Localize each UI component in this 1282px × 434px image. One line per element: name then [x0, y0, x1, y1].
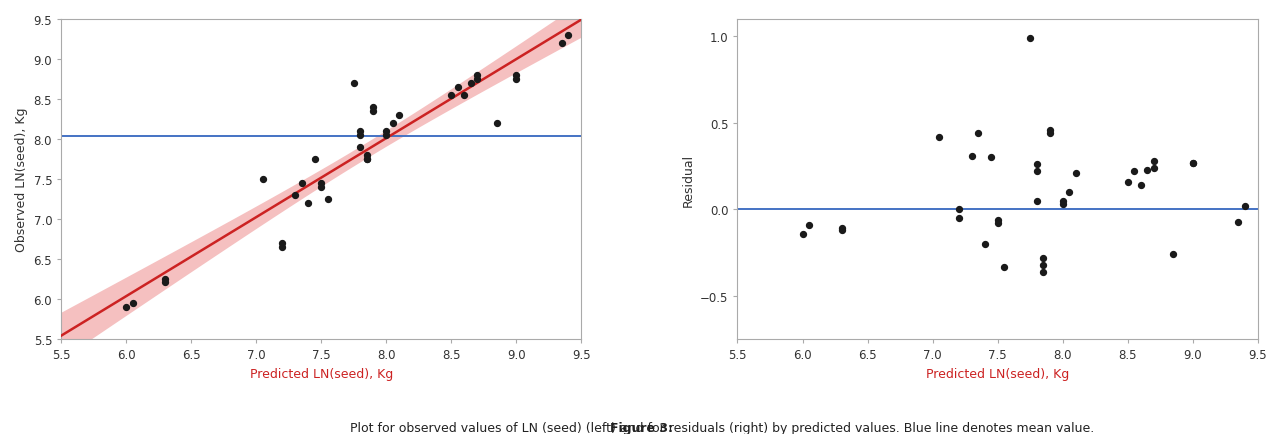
Point	[1020, 36, 1041, 43]
Point	[1033, 255, 1054, 262]
Point	[297, 200, 318, 207]
Point	[506, 76, 527, 83]
Point	[792, 230, 813, 237]
Point	[1033, 262, 1054, 269]
Point	[558, 33, 578, 39]
Point	[291, 180, 312, 187]
Point	[350, 132, 370, 139]
Point	[1118, 179, 1138, 186]
Text: Plot for observed values of LN (seed) (left) and for residuals (right) by predic: Plot for observed values of LN (seed) (l…	[346, 421, 1095, 434]
Point	[981, 155, 1001, 161]
Point	[305, 156, 326, 163]
Point	[272, 244, 292, 251]
X-axis label: Predicted LN(seed), Kg: Predicted LN(seed), Kg	[926, 367, 1069, 380]
Point	[831, 226, 851, 233]
Point	[382, 120, 403, 127]
Point	[949, 207, 969, 214]
Point	[831, 227, 851, 234]
Point	[312, 180, 332, 187]
Point	[350, 128, 370, 135]
Point	[1059, 189, 1079, 196]
Point	[1144, 165, 1164, 172]
Point	[994, 263, 1014, 270]
Point	[1124, 168, 1145, 175]
Point	[1027, 168, 1047, 175]
Point	[1235, 203, 1255, 210]
Y-axis label: Observed LN(seed), Kg: Observed LN(seed), Kg	[15, 108, 28, 252]
Point	[356, 156, 377, 163]
Point	[253, 176, 273, 183]
Point	[974, 241, 995, 248]
Point	[1182, 160, 1203, 167]
Point	[506, 72, 527, 79]
Y-axis label: Residual: Residual	[682, 153, 695, 206]
Point	[272, 240, 292, 247]
Point	[1065, 170, 1086, 177]
Point	[356, 156, 377, 163]
Point	[318, 196, 338, 203]
X-axis label: Predicted LN(seed), Kg: Predicted LN(seed), Kg	[250, 367, 394, 380]
Point	[356, 152, 377, 159]
Point	[350, 144, 370, 151]
Point	[987, 220, 1008, 227]
Point	[1144, 158, 1164, 165]
Point	[1027, 198, 1047, 205]
Point	[1163, 251, 1183, 258]
Point	[1137, 167, 1158, 174]
Point	[987, 217, 1008, 224]
Point	[460, 80, 481, 87]
Point	[1182, 160, 1203, 167]
Point	[376, 128, 396, 135]
Point	[928, 134, 949, 141]
Point	[155, 279, 176, 286]
Point	[962, 153, 982, 160]
Point	[1040, 131, 1060, 138]
Point	[799, 222, 819, 229]
Text: Figure 3:: Figure 3:	[609, 421, 673, 434]
Point	[376, 132, 396, 139]
Point	[1027, 161, 1047, 168]
Point	[487, 120, 508, 127]
Point	[1033, 269, 1054, 276]
Point	[363, 108, 383, 115]
Point	[123, 300, 144, 307]
Point	[454, 92, 474, 99]
Point	[551, 40, 572, 47]
Point	[447, 84, 468, 91]
Point	[312, 184, 332, 191]
Point	[1053, 201, 1073, 208]
Point	[363, 104, 383, 111]
Point	[1131, 182, 1151, 189]
Point	[1053, 198, 1073, 205]
Point	[115, 304, 136, 311]
Point	[1228, 219, 1249, 226]
Point	[155, 276, 176, 283]
Point	[1040, 127, 1060, 134]
Point	[949, 215, 969, 222]
Point	[390, 112, 410, 119]
Point	[344, 80, 364, 87]
Point	[285, 192, 305, 199]
Point	[441, 92, 462, 99]
Point	[467, 72, 487, 79]
Point	[968, 131, 988, 138]
Point	[467, 76, 487, 83]
